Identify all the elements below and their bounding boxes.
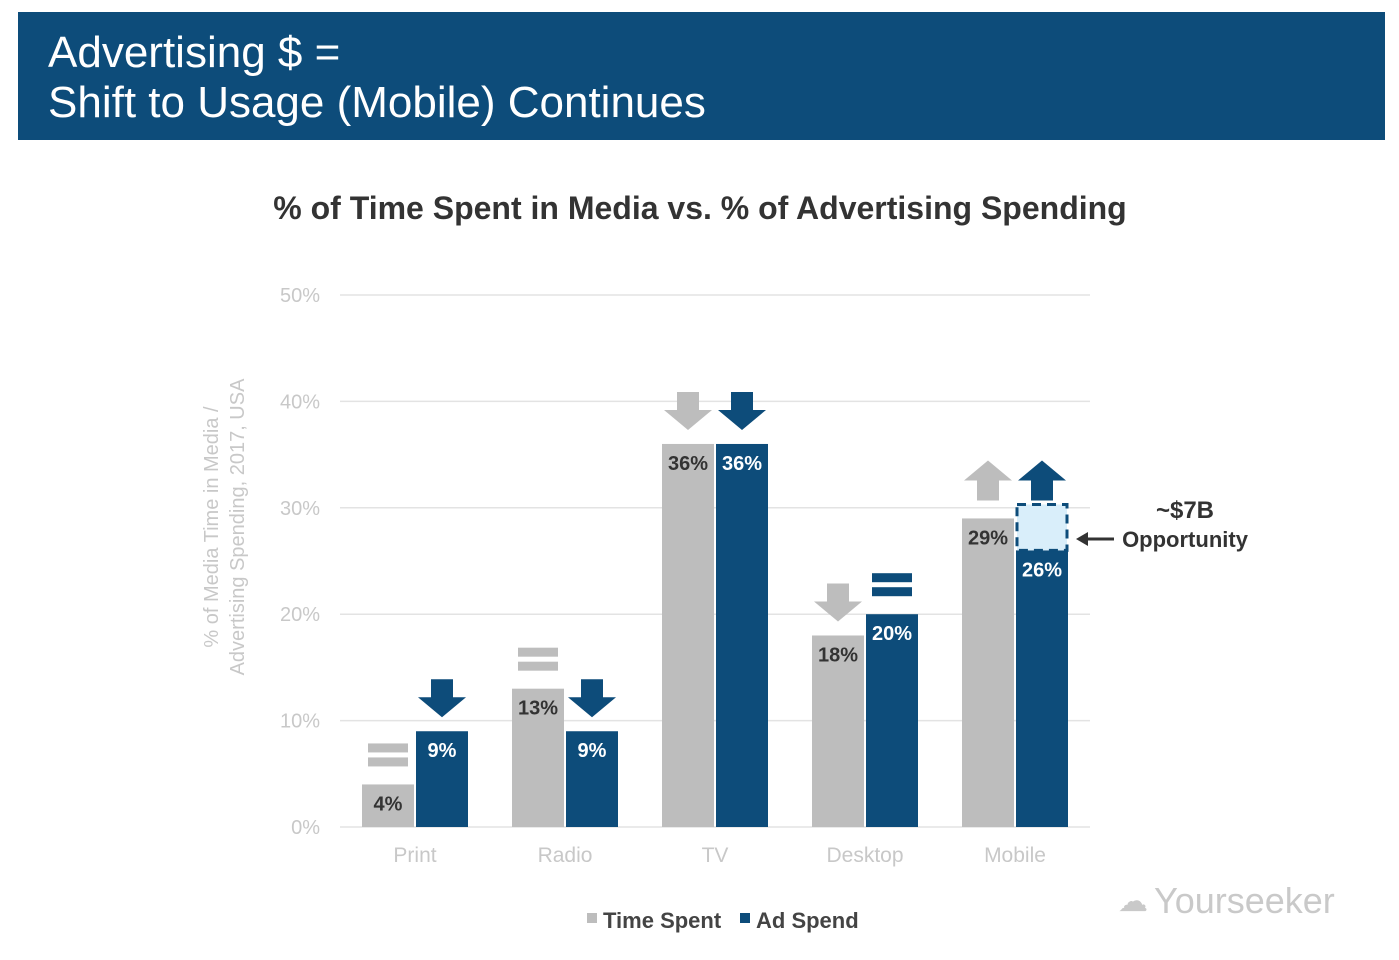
bar-radio-ad-spend xyxy=(566,731,618,827)
bar-mobile-ad-spend xyxy=(1016,550,1068,827)
arrow-down-icon xyxy=(718,391,766,430)
data-label: 9% xyxy=(578,740,607,762)
y-tick-label: 30% xyxy=(280,498,320,520)
bar-mobile-time-spent xyxy=(962,518,1014,827)
x-tick-label: Radio xyxy=(538,844,593,867)
arrow-down-icon xyxy=(568,679,616,718)
data-label: 36% xyxy=(668,453,708,475)
legend-swatch-ad-spend xyxy=(740,913,750,923)
equal-icon xyxy=(518,661,558,671)
legend: Time Spent Ad Spend xyxy=(587,908,859,933)
bar-desktop-time-spent xyxy=(812,635,864,827)
legend-label-ad-spend: Ad Spend xyxy=(756,908,859,933)
arrow-down-icon xyxy=(664,391,712,430)
y-tick-label: 20% xyxy=(280,604,320,626)
legend-label-time-spent: Time Spent xyxy=(603,908,722,933)
opportunity-annotation: ~$7B Opportunity xyxy=(1076,497,1249,552)
arrow-down-icon xyxy=(814,583,862,622)
watermark-text: Yourseeker xyxy=(1154,880,1335,921)
equal-icon xyxy=(518,647,558,657)
annotation-amount: ~$7B xyxy=(1156,497,1214,524)
data-label: 20% xyxy=(872,623,912,645)
x-tick-label: Desktop xyxy=(826,844,903,867)
bar-tv-ad-spend xyxy=(716,443,768,827)
chart-title: % of Time Spent in Media vs. % of Advert… xyxy=(273,190,1126,226)
arrow-down-icon xyxy=(418,679,466,718)
y-tick-label: 50% xyxy=(280,285,320,307)
data-label: 9% xyxy=(428,740,457,762)
data-label: 26% xyxy=(1022,559,1062,581)
y-tick-label: 10% xyxy=(280,711,320,733)
annotation-label: Opportunity xyxy=(1122,527,1249,552)
data-label: 29% xyxy=(968,527,1008,549)
arrow-up-icon xyxy=(964,460,1012,501)
opportunity-box xyxy=(1015,502,1069,552)
data-label: 18% xyxy=(818,644,858,666)
bar-radio-time-spent xyxy=(512,688,564,827)
x-tick-label: TV xyxy=(702,844,729,867)
equal-icon xyxy=(368,743,408,753)
wechat-icon: ☁ xyxy=(1118,884,1148,918)
slide-header: Advertising $ = Shift to Usage (Mobile) … xyxy=(18,12,1385,140)
header-line2: Shift to Usage (Mobile) Continues xyxy=(48,78,706,127)
watermark: ☁ Yourseeker xyxy=(1118,880,1335,922)
bar-tv-time-spent xyxy=(662,443,714,827)
bar-desktop-ad-spend xyxy=(866,614,918,827)
y-axis-label-line1: % of Media Time in Media / xyxy=(201,406,223,648)
data-label: 36% xyxy=(722,453,762,475)
y-axis-label-line2: Advertising Spending, 2017, USA xyxy=(227,378,249,676)
header-line1: Advertising $ = xyxy=(48,28,341,77)
arrow-up-icon xyxy=(1018,460,1066,501)
legend-swatch-time-spent xyxy=(587,913,597,923)
x-tick-label: Mobile xyxy=(984,844,1046,867)
x-tick-label: Print xyxy=(393,844,436,867)
equal-icon xyxy=(872,587,912,597)
y-tick-label: 40% xyxy=(280,391,320,413)
annotation-arrow-icon xyxy=(1076,532,1088,546)
data-label: 4% xyxy=(374,793,403,815)
data-label: 13% xyxy=(518,698,558,720)
y-tick-label: 0% xyxy=(291,817,320,839)
y-axis-label: % of Media Time in Media / Advertising S… xyxy=(201,378,249,676)
equal-icon xyxy=(872,573,912,583)
bar-print-time-spent xyxy=(362,784,414,827)
equal-icon xyxy=(368,757,408,767)
bar-print-ad-spend xyxy=(416,731,468,827)
